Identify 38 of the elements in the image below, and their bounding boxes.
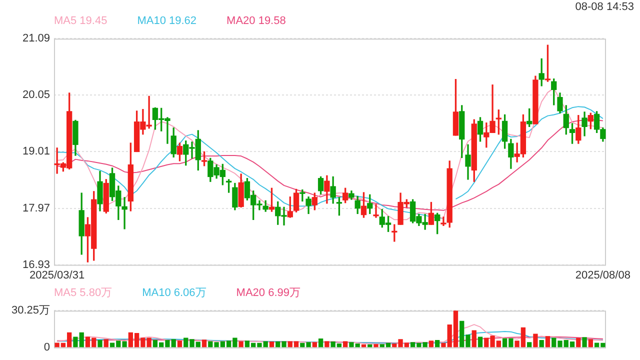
text: MA10 19.62: [137, 14, 197, 28]
y-tick-label: 20.05: [22, 89, 50, 102]
y-tick-label: 21.09: [22, 32, 50, 45]
text: MA10 6.06万: [142, 286, 206, 300]
bar: [428, 340, 434, 348]
text: MA20 6.99万: [236, 286, 300, 300]
bar: [324, 341, 330, 348]
bar: [269, 341, 274, 348]
bar: [533, 334, 538, 348]
bar: [435, 340, 440, 348]
bar: [472, 330, 476, 348]
bar: [312, 342, 317, 348]
text: MA5 19.45: [54, 14, 108, 28]
bar: [545, 336, 550, 348]
bar: [202, 340, 207, 348]
text: 08-08 14:53: [575, 0, 634, 14]
y-tick-label: 19.01: [22, 146, 50, 158]
bar: [343, 341, 348, 348]
text: MA5 5.80万: [54, 286, 112, 300]
x-tick-label: 2025/08/08: [575, 269, 630, 282]
bar: [374, 344, 378, 348]
y-tick-label: 0: [44, 341, 50, 354]
bar: [318, 338, 324, 348]
bar: [478, 336, 483, 348]
bar: [576, 338, 581, 348]
y-tick-label: 30.25万: [11, 304, 50, 317]
text: MA20 19.58: [226, 14, 286, 28]
x-tick-label: 2025/03/31: [30, 269, 85, 282]
bar: [588, 339, 593, 348]
y-tick-label: 17.97: [22, 202, 50, 214]
bar: [98, 340, 102, 348]
y-tick-label: 16.93: [22, 258, 50, 271]
bar: [582, 337, 587, 348]
bar: [104, 339, 108, 348]
bar: [527, 342, 532, 348]
bar: [238, 341, 244, 348]
bar: [177, 340, 182, 348]
bar: [539, 340, 544, 348]
